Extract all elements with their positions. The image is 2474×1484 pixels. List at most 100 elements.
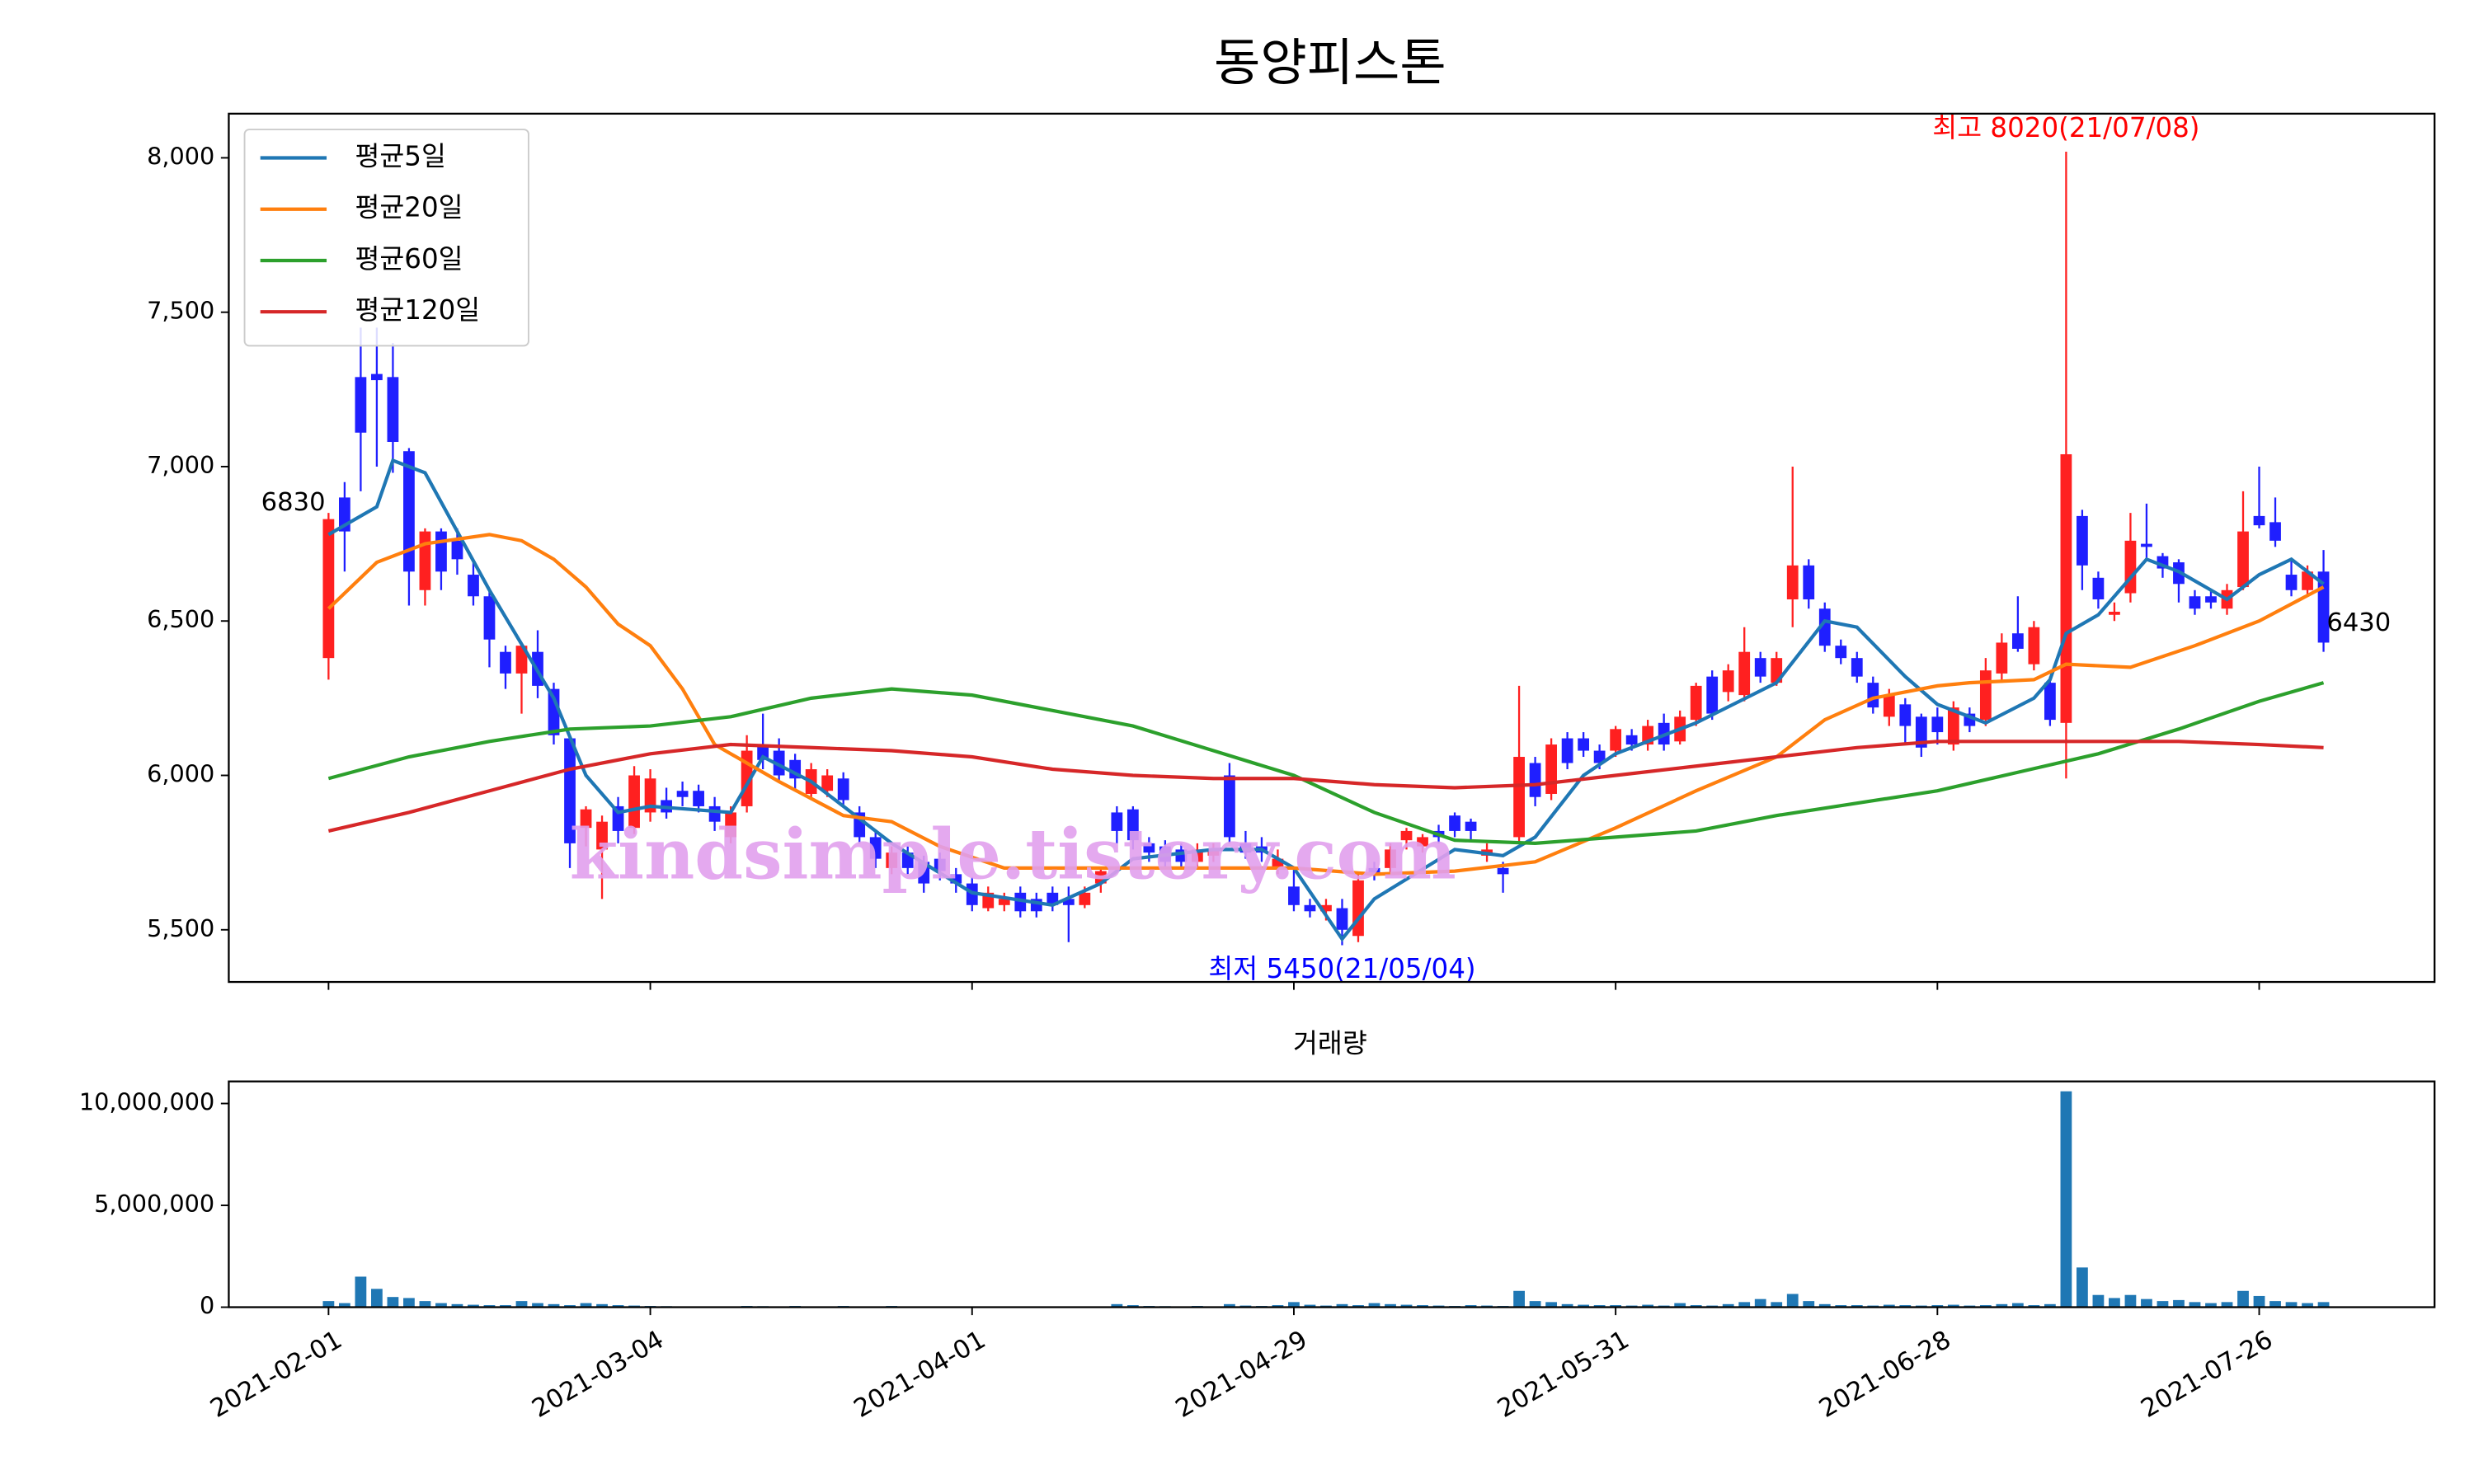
candle-body [451, 540, 463, 560]
volume-bar [483, 1305, 496, 1308]
volume-bar [1818, 1303, 1831, 1308]
volume-bar [1642, 1304, 1654, 1308]
candle-body [2060, 453, 2072, 723]
candle-body [1722, 670, 1734, 693]
volume-bar [1126, 1305, 1139, 1308]
candle-body [580, 809, 592, 829]
candle-body [2028, 627, 2040, 665]
candle-body [483, 596, 496, 640]
volume-bar [1947, 1304, 1959, 1308]
volume-bar [2157, 1301, 2169, 1308]
volume-bar [1835, 1305, 1847, 1308]
candle-body [1979, 670, 1992, 721]
candle-body [950, 874, 962, 884]
candle-body [869, 837, 882, 859]
candle-body [1818, 608, 1831, 646]
candle-body [515, 646, 528, 674]
first-close-label: 6830 [261, 488, 326, 517]
volume-bar [1385, 1303, 1396, 1308]
plot-frame [228, 1080, 2436, 1308]
volume-bar [1979, 1305, 1992, 1308]
volume-bar [371, 1289, 383, 1308]
volume-bar [1545, 1302, 1557, 1308]
candle-body [1465, 821, 1477, 831]
candle-body [1400, 830, 1413, 841]
candle-body [821, 775, 834, 791]
candle-body [1835, 646, 1847, 659]
candle-body [1126, 809, 1139, 841]
min-annotation: 최저 5450(21/05/04) [1208, 953, 1475, 984]
volume-bar [1593, 1305, 1606, 1308]
volume-bar [1578, 1304, 1590, 1308]
volume-bar [500, 1305, 511, 1308]
candle-body [918, 862, 930, 884]
volume-bar [2221, 1302, 2233, 1308]
candle-body [1996, 642, 2008, 674]
volume-bar [2317, 1302, 2330, 1308]
volume-bar [1400, 1304, 1413, 1308]
candle-body [998, 899, 1010, 905]
volume-bar [1851, 1305, 1863, 1308]
volume-bar [1786, 1294, 1799, 1308]
candle-body [1111, 812, 1123, 831]
volume-bar [1288, 1302, 1300, 1308]
volume-bar [2253, 1295, 2265, 1308]
legend-label: 평균60일 [355, 243, 463, 275]
volume-bar [355, 1276, 367, 1308]
candle-body [757, 744, 769, 760]
candle-body [628, 775, 640, 829]
legend-label: 평균5일 [355, 140, 445, 171]
volume-bar [435, 1303, 447, 1308]
candle-body [2124, 540, 2137, 594]
candle-body [2269, 522, 2281, 541]
y-tick-label: 0 [200, 1292, 214, 1320]
candle-body [1738, 651, 1751, 696]
volume-bar [1771, 1302, 1783, 1308]
candle-body [322, 519, 335, 659]
candle-body [1947, 707, 1959, 745]
volume-bar [1336, 1303, 1348, 1308]
candle-body [371, 373, 383, 381]
y-tick-label: 6,500 [147, 605, 214, 633]
candle-body [1690, 685, 1702, 721]
candle-body [1497, 867, 1509, 875]
candle-body [1320, 904, 1332, 912]
volume-bar [1738, 1302, 1751, 1308]
volume-bar [1690, 1305, 1702, 1308]
volume-bar [1610, 1305, 1622, 1308]
candle-body [403, 451, 415, 572]
volume-bar [2173, 1299, 2185, 1308]
volume-bar [2237, 1290, 2249, 1308]
volume-bar [2302, 1303, 2313, 1308]
volume-bar [612, 1305, 624, 1308]
candle-body [2011, 633, 2024, 649]
volume-bar [1931, 1305, 1944, 1308]
candle-body [2109, 611, 2120, 615]
candle-body [1288, 886, 1300, 905]
candle-body [1561, 738, 1573, 763]
y-tick-label: 8,000 [147, 142, 214, 170]
max-annotation: 최고 8020(21/07/08) [1932, 112, 2199, 143]
candle-body [1513, 757, 1525, 838]
candle-body [1706, 676, 1719, 714]
candle-body [1449, 815, 1460, 831]
candle-body [1368, 867, 1380, 875]
candle-body [387, 377, 399, 443]
candle-body [1867, 683, 1879, 708]
volume-bar [1417, 1305, 1428, 1308]
volume-bar [2269, 1301, 2281, 1308]
candle-body [1625, 735, 1638, 745]
volume-bar [468, 1304, 479, 1308]
volume-bar [2285, 1302, 2298, 1308]
volume-bar [1674, 1303, 1686, 1308]
candle-body [676, 791, 689, 797]
volume-bar [403, 1298, 415, 1308]
candle-body [2253, 515, 2265, 526]
volume-bar [1899, 1305, 1912, 1308]
volume-bar [1561, 1303, 1573, 1308]
candle-body [1754, 658, 1766, 677]
candle-body [725, 812, 737, 838]
